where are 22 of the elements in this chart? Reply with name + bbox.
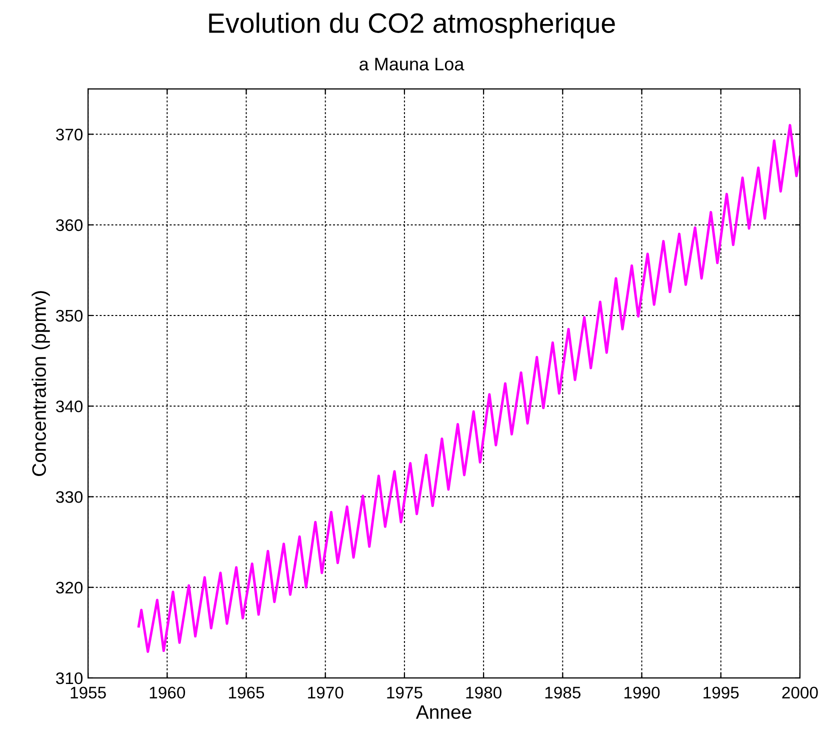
y-tick-label: 320 bbox=[56, 582, 83, 594]
x-tick-label: 1955 bbox=[70, 686, 106, 699]
x-tick-label: 1970 bbox=[308, 686, 344, 699]
y-tick-label: 310 bbox=[56, 672, 83, 684]
line-series bbox=[137, 124, 800, 653]
x-axis-title: Annee bbox=[416, 705, 472, 719]
y-tick-label: 360 bbox=[56, 219, 83, 232]
x-tick-label: 1995 bbox=[704, 686, 739, 699]
y-tick-label: 370 bbox=[56, 128, 83, 140]
x-tick-label: 2000 bbox=[782, 686, 818, 699]
x-tick-label: 1980 bbox=[466, 686, 502, 699]
x-tick-label: 1965 bbox=[228, 686, 264, 699]
chart-title: Evolution du CO2 atmospherique bbox=[209, 12, 615, 38]
x-tick-label: 1975 bbox=[387, 686, 422, 699]
y-tick-label: 330 bbox=[56, 491, 83, 503]
x-tick-label: 1985 bbox=[545, 686, 580, 699]
x-tick-label: 1960 bbox=[150, 686, 186, 699]
x-tick-label: 1990 bbox=[624, 686, 660, 699]
chart-subtitle: a Mauna Loa bbox=[360, 58, 464, 70]
y-tick-label: 340 bbox=[56, 400, 83, 412]
y-tick-label: 350 bbox=[56, 310, 83, 322]
y-axis-title: Concentration (ppmv) bbox=[32, 291, 50, 476]
